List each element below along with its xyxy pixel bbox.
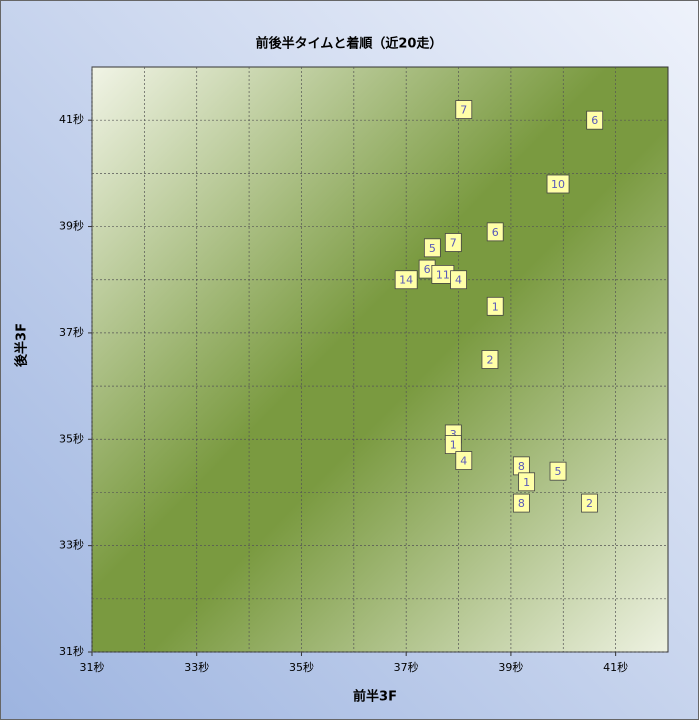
point-label: 1 [450, 439, 457, 452]
x-tick-label: 41秒 [603, 660, 628, 674]
y-axis-title: 後半3F [14, 323, 30, 367]
point-marker [394, 270, 418, 290]
y-tick-label: 31秒 [59, 644, 84, 658]
x-axis-title: 前半3F [353, 689, 397, 705]
point-label: 1 [523, 476, 530, 489]
point-marker [455, 451, 473, 470]
point-marker [549, 461, 567, 481]
point-label: 14 [399, 274, 413, 287]
x-tick-label: 31秒 [80, 660, 105, 674]
point-marker [444, 233, 462, 252]
point-label: 11 [436, 268, 450, 281]
y-tick-label: 37秒 [59, 325, 84, 339]
point-label: 6 [492, 226, 499, 239]
point-marker [486, 222, 504, 242]
chart-title: 前後半タイムと着順（近20走） [256, 36, 443, 52]
point-label: 1 [492, 300, 499, 313]
x-tick-label: 39秒 [498, 660, 523, 674]
point-label: 8 [518, 460, 525, 473]
point-label: 7 [450, 237, 457, 250]
plot-area [91, 66, 669, 653]
point-label: 4 [460, 455, 467, 468]
point-label: 5 [429, 242, 436, 255]
point-marker [455, 100, 473, 119]
point-label: 3 [450, 428, 457, 441]
point-label: 7 [460, 104, 467, 117]
point-label: 2 [486, 354, 493, 367]
point-label: 6 [424, 263, 431, 276]
y-tick-label: 35秒 [59, 431, 84, 445]
point-marker [423, 238, 441, 258]
point-marker [586, 110, 604, 130]
point-marker [512, 493, 530, 513]
y-tick-label: 39秒 [59, 219, 84, 233]
point-marker [444, 435, 462, 454]
point-marker [581, 493, 598, 513]
point-marker [518, 472, 536, 492]
y-tick-label: 41秒 [59, 112, 84, 126]
y-tick-label: 33秒 [59, 538, 84, 552]
point-label: 6 [591, 114, 598, 127]
point-label: 4 [455, 274, 462, 287]
point-label: 10 [551, 178, 565, 191]
x-tick-label: 37秒 [394, 660, 419, 674]
x-tick-label: 35秒 [289, 660, 314, 674]
point-label: 2 [586, 497, 593, 510]
point-label: 5 [555, 465, 562, 478]
point-label: 8 [518, 497, 525, 510]
point-marker [450, 270, 467, 290]
point-marker [481, 350, 499, 369]
x-tick-label: 33秒 [184, 660, 209, 674]
point-marker [486, 296, 504, 316]
point-marker [546, 174, 570, 194]
